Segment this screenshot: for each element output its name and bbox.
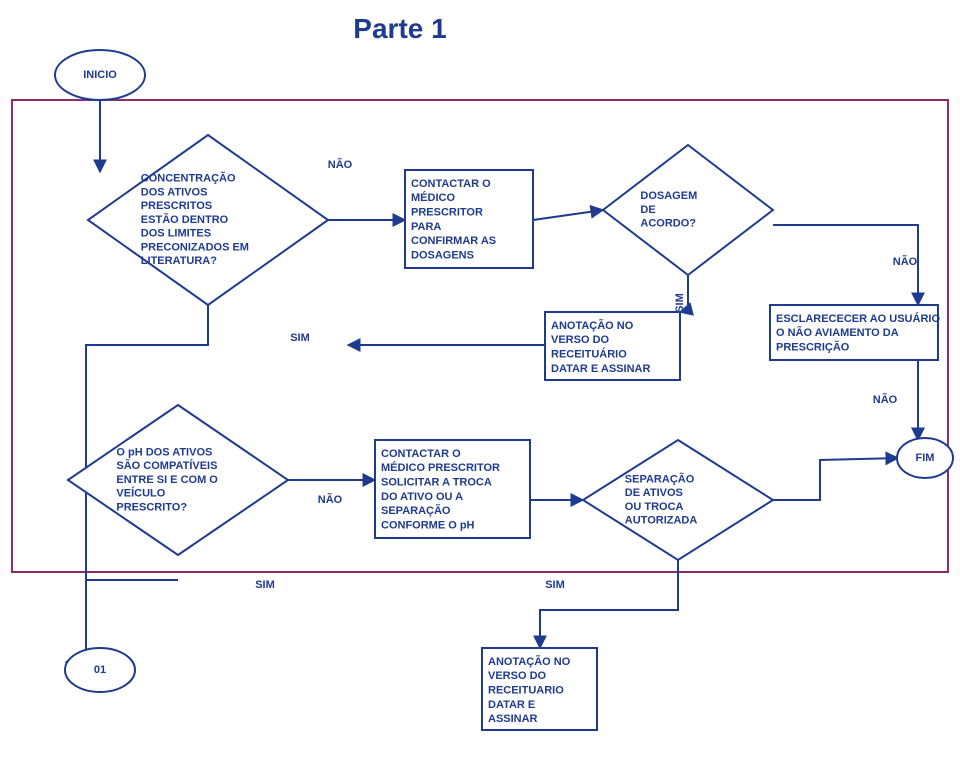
label-r_contactar2: SEPARAÇÃO [381, 504, 451, 517]
flowchart-canvas: Parte 1 INICIO CONCENTRAÇÃODOS ATIVOS PRESC… [0, 0, 960, 772]
label-d_ph: VEÍCULO [116, 487, 165, 500]
label-r_esclar: O NÃO AVIAMENTO DA [776, 326, 899, 339]
label-r_contactar2: CONFORME O pH [381, 519, 475, 531]
svg-text:INICIO: INICIO [83, 69, 117, 81]
label-d_conc: CONCENTRAÇÃO [141, 172, 236, 185]
label-d_sep: AUTORIZADA [625, 515, 698, 527]
label-r_anot2: ANOTAÇÃO NO [488, 655, 571, 668]
edge-label-sim_mid: SIM [290, 332, 310, 344]
label-r_esclar: PRESCRIÇÃO [776, 341, 850, 354]
edge-label-nao_ph: NÃO [318, 493, 343, 506]
label-r_esclar: ESCLARECECER AO USUÁRIO [776, 312, 940, 325]
label-r_contactar2: CONTACTAR O [381, 448, 461, 460]
label-d_sep: DE ATIVOS [625, 487, 683, 499]
edge-label-nao_esclar: NÃO [873, 393, 898, 406]
label-d_conc: LITERATURA? [141, 255, 217, 267]
edge-label-nao_top: NÃO [328, 158, 353, 171]
label-d_sep: OU TROCA [625, 501, 684, 513]
label-r_contactar2: DO ATIVO OU A [381, 491, 463, 503]
label-d_dosagem: DE [640, 204, 655, 216]
label-d_conc: DOS LIMITES [141, 228, 211, 240]
label-r_contactar1: MÉDICO [411, 191, 455, 204]
edge-label-sim_vert: SIM [674, 293, 686, 313]
label-d_ph: PRESCRITO? [116, 501, 187, 513]
label-d_ph: SÃO COMPATÍVEIS [116, 459, 217, 472]
label-r_contactar2: MÉDICO PRESCRITOR [381, 461, 500, 474]
label-r_contactar2: SOLICITAR A TROCA [381, 477, 492, 489]
label-r_anot1: ANOTAÇÃO NO [551, 319, 634, 332]
label-d_conc: DOS ATIVOS [141, 186, 208, 198]
label-r_anot1: DATAR E ASSINAR [551, 363, 650, 375]
svg-text:Parte 1: Parte 1 [353, 13, 446, 44]
label-r_anot2: VERSO DO [488, 670, 547, 682]
label-d_dosagem: DOSAGEM [640, 190, 697, 202]
label-r_contactar1: PARA [411, 221, 441, 233]
edge-label-sim_ph: SIM [255, 579, 275, 591]
svg-text:01: 01 [94, 664, 106, 676]
label-r_anot2: DATAR E [488, 699, 535, 711]
label-d_conc: ESTÃO DENTRO [141, 213, 229, 226]
label-d_conc: PRESCRITOS [141, 200, 212, 212]
label-r_anot2: RECEITUARIO [488, 685, 564, 697]
label-r_contactar1: PRESCRITOR [411, 207, 483, 219]
svg-text:FIM: FIM [916, 452, 935, 464]
label-r_anot2: ASSINAR [488, 713, 538, 725]
edge-label-nao_right: NÃO [893, 255, 918, 268]
label-d_dosagem: ACORDO? [640, 218, 696, 230]
label-r_contactar1: CONTACTAR O [411, 178, 491, 190]
label-r_contactar1: DOSAGENS [411, 249, 474, 261]
label-r_anot1: RECEITUÁRIO [551, 348, 627, 361]
label-r_contactar1: CONFIRMAR AS [411, 235, 496, 247]
label-d_sep: SEPARAÇÃO [625, 472, 695, 485]
label-d_ph: ENTRE SI E COM O [116, 474, 218, 486]
edge-label-sim_sep: SIM [545, 579, 565, 591]
label-d_ph: O pH DOS ATIVOS [116, 446, 212, 458]
label-d_conc: PRECONIZADOS EM [141, 241, 249, 253]
label-r_anot1: VERSO DO [551, 334, 610, 346]
